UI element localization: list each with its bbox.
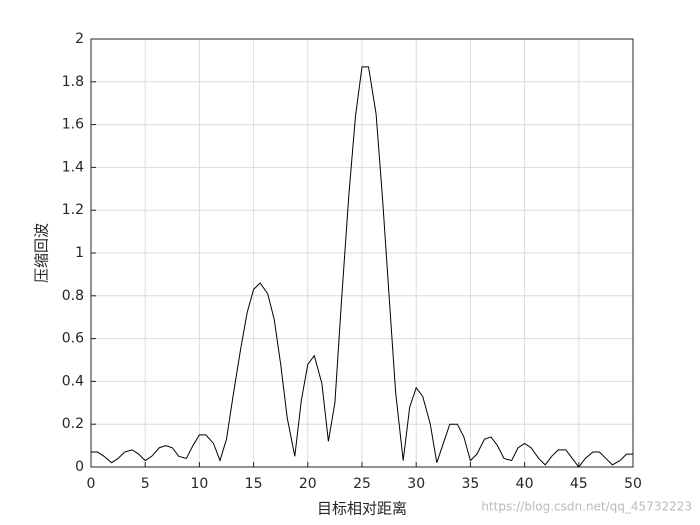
x-tick-label: 0 — [87, 476, 96, 492]
y-tick-label: 1.4 — [62, 159, 84, 175]
y-tick-label: 1 — [75, 245, 84, 261]
y-tick-label: 1.8 — [62, 74, 84, 90]
x-tick-label: 45 — [570, 476, 588, 492]
y-tick-label: 0.2 — [62, 416, 84, 432]
x-tick-label: 50 — [624, 476, 642, 492]
x-tick-label: 40 — [516, 476, 534, 492]
x-tick-label: 30 — [407, 476, 425, 492]
y-tick-label: 1.6 — [62, 117, 84, 133]
y-axis-label: 压缩回波 — [33, 223, 51, 283]
x-tick-label: 5 — [141, 476, 150, 492]
x-tick-label: 15 — [245, 476, 263, 492]
x-tick-label: 35 — [461, 476, 479, 492]
plot-frame — [90, 38, 634, 468]
x-tick-label: 10 — [190, 476, 208, 492]
data-line — [91, 66, 633, 468]
y-tick-label: 0.6 — [62, 331, 84, 347]
y-tick-label: 0.8 — [62, 288, 84, 304]
y-tick-label: 0.4 — [62, 373, 84, 389]
y-tick-label: 2 — [75, 31, 84, 47]
x-axis-label: 目标相对距离 — [317, 500, 407, 518]
x-tick-label: 20 — [299, 476, 317, 492]
x-tick-label: 25 — [353, 476, 371, 492]
y-tick-label: 0 — [75, 459, 84, 475]
y-tick-label: 1.2 — [62, 202, 84, 218]
watermark: https://blog.csdn.net/qq_45732223 — [481, 500, 692, 514]
